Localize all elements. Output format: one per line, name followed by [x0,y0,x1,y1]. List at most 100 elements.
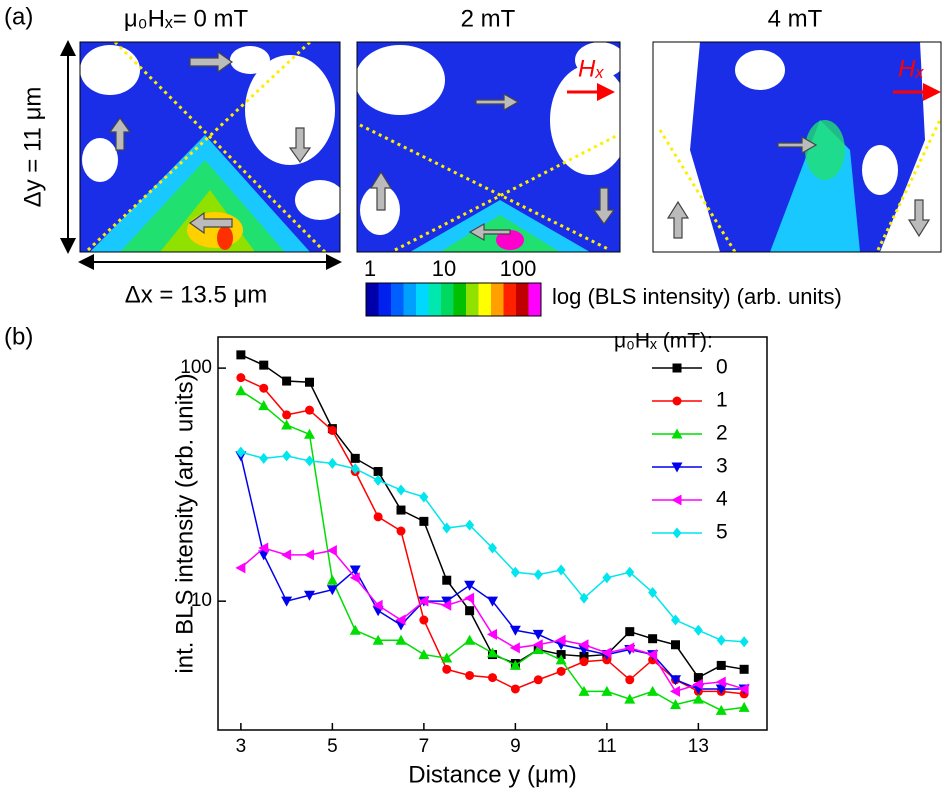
data-point [235,385,247,396]
legend-marker [671,462,683,473]
panel-title: μ₀Hₓ= 0 mT [124,5,249,32]
data-point [533,675,543,685]
panel-label: (a) [4,3,33,30]
data-point [648,634,658,644]
data-point [442,664,452,674]
data-point [738,683,749,695]
legend-label: 1 [716,389,728,412]
data-point [236,446,246,458]
data-line [240,376,745,695]
data-point [258,400,270,411]
data-point [693,673,703,683]
data-point [671,614,680,626]
legend-marker [672,396,682,406]
colorbar-cell [491,283,504,316]
field-label: Hₓ [898,55,924,82]
data-point [715,704,727,715]
data-point [419,516,429,526]
colorbar-cell [503,283,517,316]
data-point [670,685,680,697]
data-point [441,599,452,611]
data-point [396,484,406,496]
data-point [715,684,727,695]
data-point [305,455,314,467]
data-point [373,467,383,477]
data-point [532,639,543,651]
data-point [259,383,269,393]
data-point [579,657,589,667]
colorbar-cell [428,283,442,316]
data-point [601,685,613,696]
data-point [465,519,475,531]
colorbar: 1 10 100 [364,256,542,317]
data-point [236,373,246,383]
data-point [465,670,475,680]
legend-label: 5 [716,521,728,544]
data-point [509,625,521,636]
data-point [464,592,475,604]
x-tick-label: 5 [327,736,338,757]
data-point [625,627,635,637]
colorbar-cell [403,283,417,316]
legend-title: μ₀Hₓ (mT): [614,330,713,353]
data-point [602,572,612,584]
data-point [327,425,337,435]
data-point [236,350,246,360]
data-point [395,614,406,626]
data-point [671,640,680,650]
data-point [326,574,338,585]
data-point [510,684,520,694]
data-point [693,624,703,636]
data-point [487,628,497,640]
data-point [692,678,703,690]
data-point [533,569,543,581]
data-point [418,649,430,660]
data-point [464,634,476,645]
data-point [465,606,475,616]
data-point [509,659,521,670]
data-point [555,654,567,665]
data-point [349,572,360,584]
data-point [532,644,544,655]
data-point [739,664,749,674]
data-point [305,405,314,415]
data-point [556,666,566,676]
data-point [282,450,292,462]
data-point [555,634,566,646]
data-point [282,376,292,386]
colorbar-cell [528,283,542,316]
data-point [579,651,589,661]
panel-frame [79,41,341,253]
x-tick-label: 9 [510,736,521,757]
x-axis-label: Distance y (μm) [408,761,577,788]
panel-frame [652,41,942,253]
data-point [372,634,384,645]
legend-label: 2 [716,422,728,445]
legend-label: 4 [716,488,728,511]
x-tick-label: 11 [597,736,617,757]
data-point [326,585,338,596]
data-point [419,615,429,625]
colorbar-cell [416,283,429,316]
colorbar-cell [466,283,479,316]
data-point [488,673,497,683]
data-point [419,491,429,503]
data-point [281,419,293,430]
data-point [326,544,337,556]
data-point [235,562,246,574]
legend-marker [672,527,682,539]
data-point [716,634,726,646]
data-point [624,693,636,704]
dimension-label: Δx = 13.5 μm [125,281,268,308]
legend-label: 3 [716,455,728,478]
plot-frame [217,336,768,731]
colorbar-frame [365,282,542,317]
colorbar-cell [478,283,492,316]
colorbar-cell [453,283,467,316]
data-point [349,624,361,635]
data-point [738,701,750,712]
colorbar-tick-label: 1 [364,256,376,281]
data-point [442,522,452,534]
colorbar-tick-label: 10 [432,256,456,281]
